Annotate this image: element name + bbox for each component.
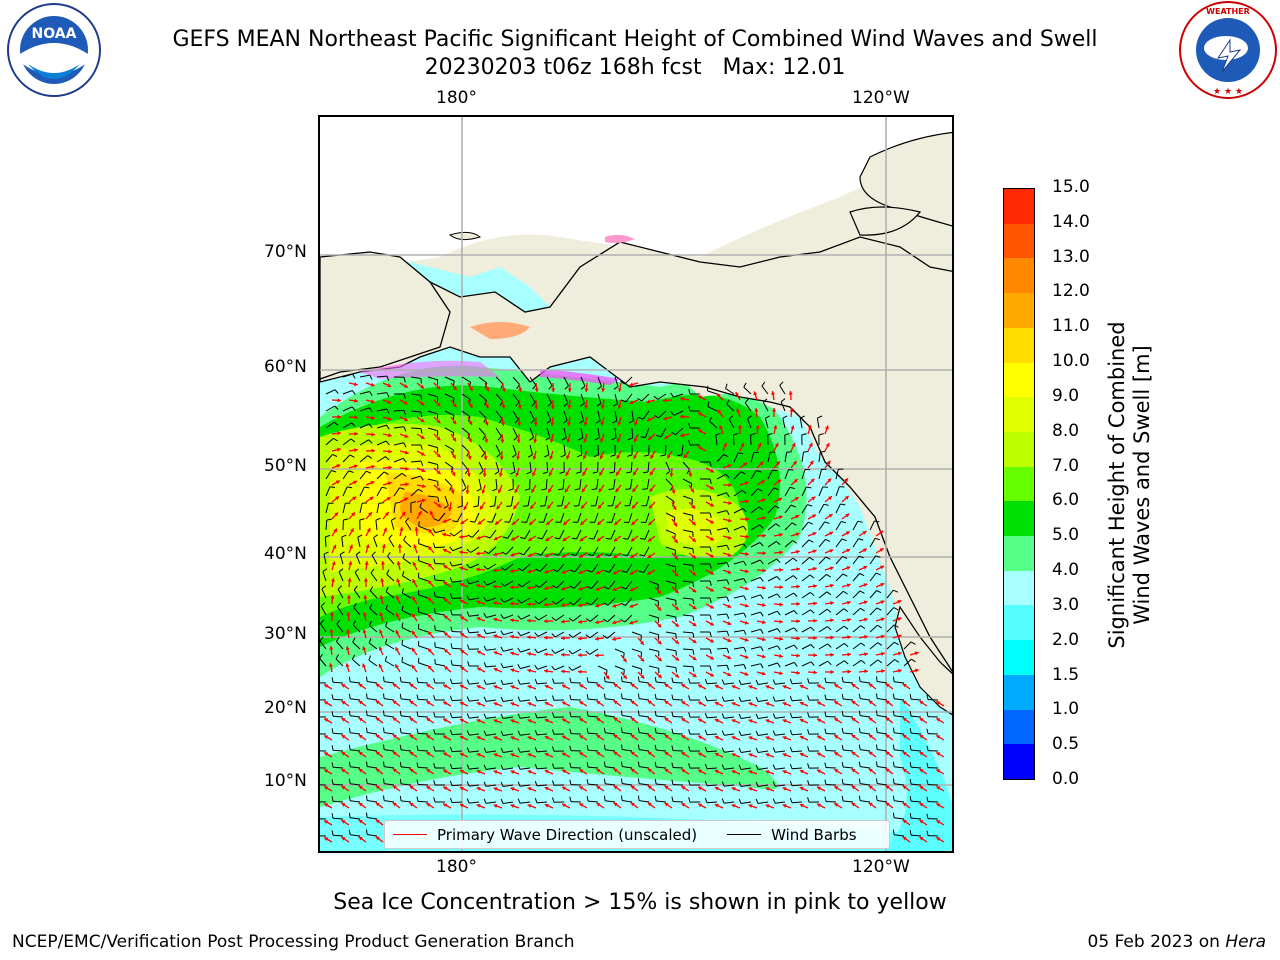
sea-ice-note: Sea Ice Concentration > 15% is shown in … (333, 890, 947, 915)
colorbar (1003, 188, 1035, 780)
colorbar-tick-label: 0.5 (1052, 734, 1080, 755)
colorbar-tick-label: 1.0 (1052, 699, 1080, 720)
colorbar-tick-label: 12.0 (1052, 281, 1090, 302)
colorbar-tick-label: 1.5 (1052, 664, 1080, 685)
colorbar-tick-label: 15.0 (1052, 177, 1090, 197)
colorbar-title-line2: Wind Waves and Swell [m] (1130, 345, 1154, 625)
colorbar-segment (1004, 605, 1034, 641)
colorbar-tick-label: 2.0 (1052, 629, 1080, 650)
noaa-logo-icon: NOAA (6, 2, 102, 98)
colorbar-segment (1004, 674, 1034, 710)
footer-host: Hera (1225, 932, 1266, 952)
wave-direction-legend-label: Primary Wave Direction (unscaled) (437, 825, 698, 844)
wave-direction-arrows-layer (323, 382, 945, 843)
colorbar-tick-label: 9.0 (1052, 385, 1080, 406)
lat-tick-50n: 50°N (264, 456, 307, 476)
colorbar-title: Significant Height of Combined Wind Wave… (1105, 275, 1155, 695)
colorbar-tick-label: 5.0 (1052, 525, 1080, 546)
colorbar-segment (1004, 327, 1034, 363)
colorbar-tick-label: 14.0 (1052, 211, 1090, 232)
lat-tick-70n: 70°N (264, 242, 307, 262)
colorbar-tick-label: 8.0 (1052, 420, 1080, 441)
map-svg (320, 117, 952, 851)
colorbar-segment (1004, 570, 1034, 606)
wind-barbs-legend-label: Wind Barbs (771, 825, 857, 844)
lat-tick-20n: 20°N (264, 698, 307, 718)
chart-title: GEFS MEAN Northeast Pacific Significant … (172, 27, 1098, 52)
chart-subtitle: 20230203 t06z 168h fcst Max: 12.01 (424, 55, 846, 80)
colorbar-tick-label: 13.0 (1052, 246, 1090, 267)
colorbar-segment (1004, 293, 1034, 328)
nws-logo-icon: WEATHER ★ ★ ★ (1178, 0, 1278, 100)
colorbar-segment (1004, 501, 1034, 537)
colorbar-segment (1004, 397, 1034, 432)
footer-credit: NCEP/EMC/Verification Post Processing Pr… (12, 932, 575, 952)
colorbar-tick-label: 10.0 (1052, 351, 1090, 372)
colorbar-tick-label: 11.0 (1052, 316, 1090, 337)
lat-tick-60n: 60°N (264, 357, 307, 377)
colorbar-tick-label: 4.0 (1052, 560, 1080, 581)
footer-date: 05 Feb 2023 on Hera (1088, 932, 1266, 952)
wave-direction-legend-line (393, 834, 427, 835)
map-legend: Primary Wave Direction (unscaled) Wind B… (384, 820, 890, 849)
colorbar-title-line1: Significant Height of Combined (1105, 321, 1129, 649)
lon-tick-top-180: 180° (436, 88, 477, 108)
colorbar-segment (1004, 189, 1034, 224)
svg-text:WEATHER: WEATHER (1206, 7, 1250, 16)
wind-barbs-layer (320, 373, 939, 837)
colorbar-tick-label: 7.0 (1052, 455, 1080, 476)
map-panel (318, 115, 954, 853)
lon-tick-bottom-120w: 120°W (852, 857, 910, 877)
lat-tick-30n: 30°N (264, 624, 307, 644)
lon-tick-top-120w: 120°W (852, 88, 910, 108)
colorbar-segment (1004, 431, 1034, 467)
lat-tick-40n: 40°N (264, 544, 307, 564)
colorbar-tick-label: 6.0 (1052, 490, 1080, 511)
svg-text:★ ★ ★: ★ ★ ★ (1213, 87, 1243, 97)
footer-date-text: 05 Feb 2023 on (1087, 932, 1226, 952)
lat-tick-10n: 10°N (264, 771, 307, 791)
colorbar-segment (1004, 640, 1034, 675)
lon-tick-bottom-180: 180° (436, 857, 477, 877)
noaa-logo-text: NOAA (32, 26, 77, 42)
colorbar-tick-label: 0.0 (1052, 769, 1080, 789)
colorbar-segment (1004, 258, 1034, 294)
colorbar-tick-label: 3.0 (1052, 594, 1080, 615)
colorbar-segment (1004, 536, 1034, 571)
colorbar-segment (1004, 744, 1034, 779)
wind-barbs-legend-line (727, 834, 762, 835)
colorbar-segment (1004, 223, 1034, 259)
colorbar-segment (1004, 362, 1034, 398)
colorbar-segment (1004, 709, 1034, 745)
colorbar-segment (1004, 466, 1034, 502)
